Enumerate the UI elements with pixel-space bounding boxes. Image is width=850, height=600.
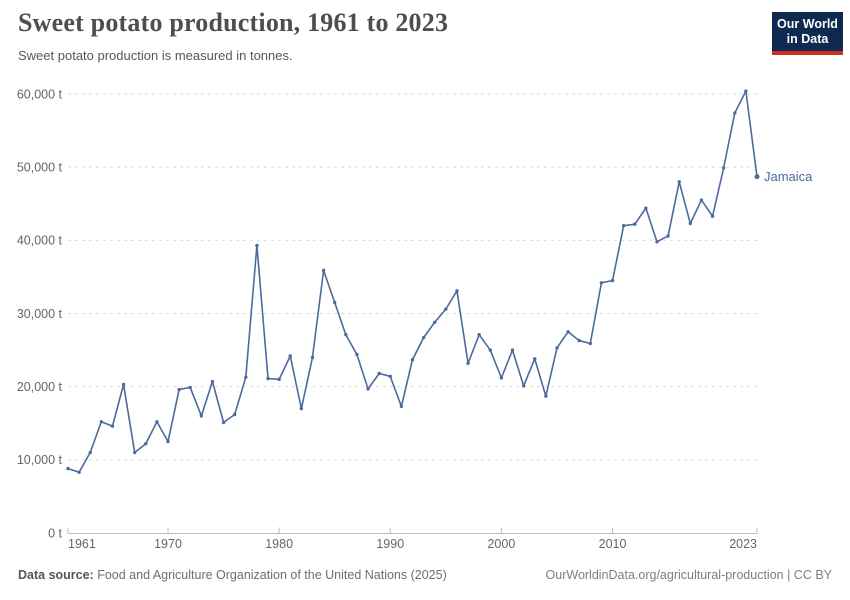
y-tick-label: 20,000 t [17, 380, 63, 394]
chart-subtitle: Sweet potato production is measured in t… [18, 48, 293, 63]
y-tick-label: 60,000 t [17, 87, 63, 101]
data-point [221, 420, 226, 425]
data-point [433, 320, 437, 324]
data-point [321, 268, 326, 273]
data-point [455, 289, 459, 293]
x-tick-label: 2023 [729, 537, 757, 551]
x-tick-label: 1980 [265, 537, 293, 551]
data-point [155, 420, 159, 424]
data-point [633, 222, 637, 226]
chart-title: Sweet potato production, 1961 to 2023 [18, 8, 449, 37]
data-point [466, 361, 470, 365]
data-point [544, 394, 548, 398]
data-point [721, 166, 726, 170]
x-tick-label: 1970 [154, 537, 182, 551]
data-point [299, 406, 304, 411]
owid-logo-line1: Our World [777, 17, 838, 31]
y-tick-label: 30,000 t [17, 307, 63, 321]
data-point [710, 214, 715, 218]
data-point [444, 307, 448, 311]
data-point [266, 376, 270, 381]
data-point [410, 357, 415, 362]
owid-logo: Our World in Data [772, 12, 843, 55]
data-point [477, 333, 481, 337]
data-point [566, 330, 570, 334]
data-point [277, 377, 281, 382]
data-point [366, 387, 370, 391]
entity-label: Jamaica [764, 169, 813, 184]
data-point [66, 466, 70, 471]
data-point [377, 371, 381, 376]
data-point [577, 338, 581, 343]
data-point [288, 354, 292, 358]
data-point [310, 355, 315, 360]
data-point [621, 224, 626, 228]
data-point [499, 376, 504, 380]
y-tick-label: 50,000 t [17, 161, 63, 175]
data-line [67, 90, 758, 474]
data-point [599, 281, 604, 285]
data-point [132, 450, 137, 455]
data-source: Data source: Food and Agriculture Organi… [18, 568, 447, 582]
data-point [744, 89, 748, 93]
data-point [88, 450, 92, 455]
data-point [677, 180, 681, 184]
data-point [666, 234, 670, 238]
data-point [388, 374, 392, 379]
chart-footer: Data source: Food and Agriculture Organi… [18, 568, 832, 582]
x-tick-label: 2000 [487, 537, 515, 551]
data-point [588, 341, 593, 346]
data-point [344, 333, 348, 337]
data-point [421, 335, 426, 340]
data-point [399, 404, 404, 409]
data-point [121, 382, 126, 387]
owid-logo-line2: in Data [786, 32, 829, 46]
data-point [533, 357, 537, 361]
data-point [510, 348, 515, 352]
data-point [733, 111, 737, 115]
data-point [232, 412, 237, 417]
data-point [244, 375, 248, 379]
data-point [77, 470, 81, 474]
data-source-label: Data source: [18, 568, 94, 582]
data-point [699, 198, 704, 202]
data-point [188, 385, 192, 390]
data-point-last [754, 174, 760, 180]
data-point [110, 424, 115, 428]
data-point [521, 384, 526, 388]
x-tick-label: 1961 [68, 537, 96, 551]
x-tick-label: 2010 [599, 537, 627, 551]
data-point [555, 346, 559, 350]
data-point [255, 243, 259, 248]
data-point [99, 420, 104, 424]
attribution-text: OurWorldinData.org/agricultural-producti… [545, 568, 832, 582]
y-tick-label: 10,000 t [17, 453, 63, 467]
data-point [199, 414, 204, 418]
y-tick-label: 0 t [48, 526, 62, 540]
data-point [177, 387, 181, 392]
data-point [210, 379, 215, 384]
data-source-text: Food and Agriculture Organization of the… [97, 568, 447, 582]
data-point [655, 240, 659, 244]
data-point [488, 348, 492, 352]
data-point [688, 221, 693, 226]
data-point [166, 439, 170, 444]
data-point [355, 352, 359, 357]
data-point [333, 300, 337, 305]
data-point [610, 278, 615, 283]
data-point [144, 442, 148, 446]
y-tick-label: 40,000 t [17, 234, 63, 248]
x-tick-label: 1990 [376, 537, 404, 551]
data-point [644, 206, 648, 210]
